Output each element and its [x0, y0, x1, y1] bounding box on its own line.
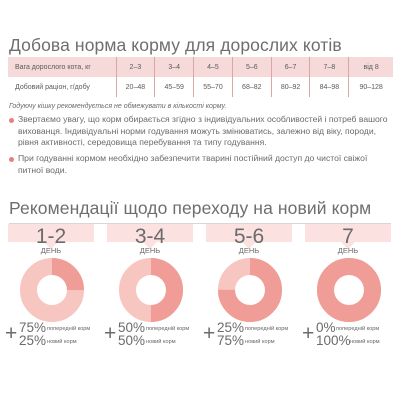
weight-cell: 4–5: [193, 57, 233, 77]
day-unit: ДЕНЬ: [337, 246, 359, 255]
ring-new-share: [317, 258, 381, 322]
ration-cell: 90–128: [348, 77, 393, 97]
ration-cell: 68–82: [231, 77, 272, 97]
new-food-label: новий корм: [245, 339, 275, 345]
stage-band: [206, 224, 292, 249]
prev-food-pct: 0%: [316, 320, 336, 335]
ring-new-share: [218, 258, 282, 322]
stage-column-3: 5-6 ДЕНЬ: [206, 224, 292, 391]
weight-cell: 3–4: [154, 57, 194, 77]
stage-band: [8, 224, 94, 249]
stage-days: 7: [342, 225, 354, 248]
bullet-water-access: При годуванні кормом необхідно забезпечи…: [9, 153, 389, 176]
ration-cell: 84–98: [309, 77, 349, 97]
prev-food-label: попередній корм: [245, 326, 289, 332]
day-unit: ДЕНЬ: [139, 246, 161, 255]
stage-days: 3-4: [134, 225, 166, 248]
ration-row-label: Добовий раціон, г/добу: [8, 77, 116, 97]
prev-food-label: попередній корм: [47, 326, 91, 332]
prev-food-label: попередній корм: [336, 326, 380, 332]
new-food-label: новий корм: [146, 339, 176, 345]
stage-band: [305, 224, 391, 249]
weight-row-label: Вага дорослого кота, кг: [8, 57, 116, 77]
mix-ratio-1: + 75% попередній корм 25% новий корм: [5, 320, 95, 370]
new-food-pct: 25%: [19, 333, 47, 348]
new-food-label: новий корм: [47, 339, 77, 345]
bullet-text: Звертаємо увагу, що корм обирається згід…: [18, 114, 388, 148]
stage-column-4: 7 ДЕНЬ: [305, 224, 391, 391]
weight-cell: 6–7: [270, 57, 310, 77]
mix-ratio-4: + 0% попередній корм 100% новий корм: [302, 320, 392, 370]
bullet-individual-norms: Звертаємо увагу, що корм обирається згід…: [9, 114, 389, 149]
ration-cell: 55–70: [193, 77, 233, 97]
stage-column-1: 1-2 ДЕНЬ: [8, 224, 94, 391]
bullet-text: При годуванні кормом необхідно забезпечи…: [18, 153, 368, 175]
nursing-note: Годуючу кішку рекомендується не обмежува…: [9, 103, 227, 110]
weight-cell: 5–6: [231, 57, 272, 77]
day-unit: ДЕНЬ: [40, 246, 62, 255]
plus-icon: +: [104, 322, 117, 345]
stage-days: 1-2: [35, 225, 67, 248]
prev-food-pct: 75%: [19, 320, 47, 335]
stage-band: [107, 224, 193, 249]
transition-title: Рекомендації щодо переходу на новий корм: [9, 198, 372, 218]
ratio-ring-icon: [119, 258, 183, 322]
ring-new-share: [119, 258, 183, 322]
ring-new-share: [20, 258, 84, 322]
mix-ratio-2: + 50% попередній корм 50% новий корм: [104, 320, 194, 370]
plus-icon: +: [5, 322, 18, 345]
ratio-ring-icon: [218, 258, 282, 322]
prev-food-pct: 25%: [217, 320, 245, 335]
ratio-ring-icon: [317, 258, 381, 322]
ratio-ring-icon: [20, 258, 84, 322]
table-row-ration: Добовий раціон, г/добу 20–48 45–59 55–70…: [8, 77, 393, 97]
plus-icon: +: [203, 322, 216, 345]
new-food-pct: 75%: [217, 333, 245, 348]
divider: [9, 223, 391, 224]
mix-ratio-3: + 25% попередній корм 75% новий корм: [203, 320, 293, 370]
daily-norm-title: Добова норма корму для дорослих котів: [9, 35, 342, 55]
prev-food-pct: 50%: [118, 320, 146, 335]
ration-cell: 20–48: [115, 77, 155, 97]
day-unit: ДЕНЬ: [238, 246, 260, 255]
weight-cell: 2–3: [115, 57, 155, 77]
new-food-label: новий корм: [350, 339, 380, 345]
ration-cell: 80–92: [270, 77, 310, 97]
ration-cell: 45–59: [154, 77, 194, 97]
weight-cell: 7–8: [309, 57, 349, 77]
stage-days: 5-6: [233, 225, 265, 248]
prev-food-label: попередній корм: [146, 326, 190, 332]
bullet-dot-icon: [9, 156, 14, 162]
new-food-pct: 50%: [118, 333, 146, 348]
stage-column-2: 3-4 ДЕНЬ: [107, 224, 193, 391]
bullet-dot-icon: [9, 117, 14, 123]
table-row-weight: Вага дорослого кота, кг 2–3 3–4 4–5 5–6 …: [8, 57, 393, 77]
weight-cell: від 8: [348, 57, 393, 77]
plus-icon: +: [302, 322, 315, 345]
feeding-norms-table: Вага дорослого кота, кг 2–3 3–4 4–5 5–6 …: [8, 57, 393, 97]
new-food-pct: 100%: [316, 333, 351, 348]
